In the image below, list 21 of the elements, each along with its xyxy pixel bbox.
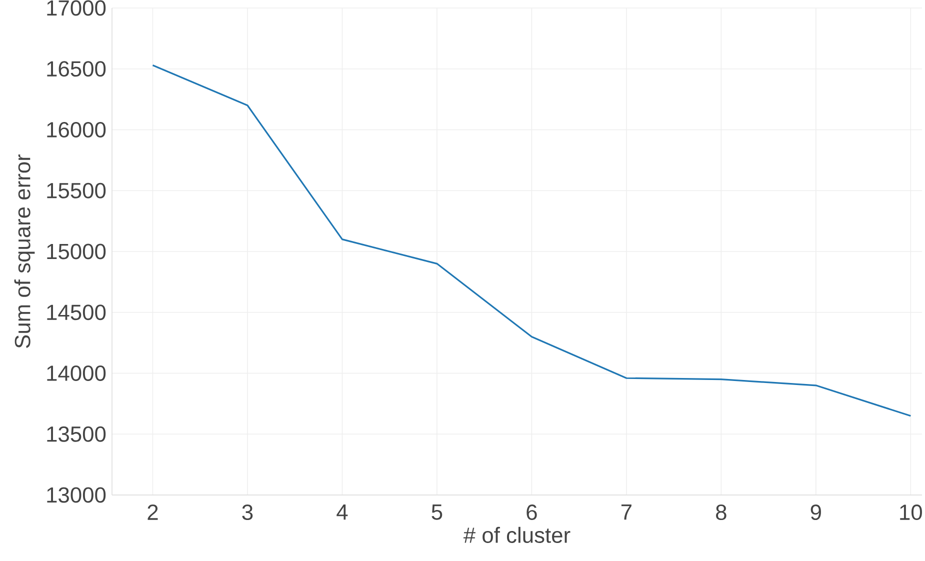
x-tick-label: 9 xyxy=(810,504,821,520)
y-tick-label: 13500 xyxy=(47,426,106,442)
y-tick-label: 14000 xyxy=(47,365,106,382)
x-tick-label: 8 xyxy=(716,504,726,520)
y-tick-label: 15500 xyxy=(47,182,106,198)
y-tick-label: 17000 xyxy=(47,0,106,16)
y-tick-label: 13000 xyxy=(47,487,106,503)
y-tick-label: 16500 xyxy=(47,61,106,77)
x-axis-title: # of cluster xyxy=(464,526,570,543)
x-tick-label: 3 xyxy=(242,504,253,520)
x-tick-label: 5 xyxy=(432,504,442,520)
line-series xyxy=(152,64,912,417)
y-axis-title: Sum of square error xyxy=(14,154,35,348)
x-tick-label: 2 xyxy=(148,504,158,520)
x-tick-label: 10 xyxy=(900,504,922,520)
x-tick-label: 7 xyxy=(621,504,632,520)
x-tick-label: 4 xyxy=(336,504,348,520)
x-tick-label: 6 xyxy=(526,504,537,520)
y-tick-label: 15000 xyxy=(47,244,106,260)
y-tick-label: 14500 xyxy=(47,304,106,320)
y-tick-label: 16000 xyxy=(47,122,106,138)
